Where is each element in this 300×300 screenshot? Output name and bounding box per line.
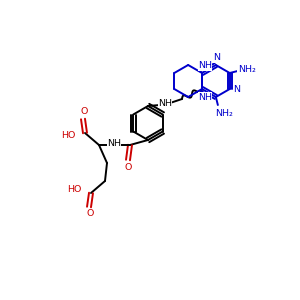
Text: N: N [233,85,240,94]
Text: HO: HO [61,131,75,140]
Text: O: O [124,163,132,172]
Text: NH: NH [198,92,212,101]
Text: NH₂: NH₂ [238,65,256,74]
Text: HO: HO [67,185,81,194]
Text: NH: NH [107,140,121,148]
Text: NH: NH [198,61,212,70]
Text: N: N [213,53,220,62]
Text: NH₂: NH₂ [215,109,233,118]
Text: O: O [86,209,94,218]
Text: O: O [80,107,88,116]
Text: NH: NH [158,98,172,107]
